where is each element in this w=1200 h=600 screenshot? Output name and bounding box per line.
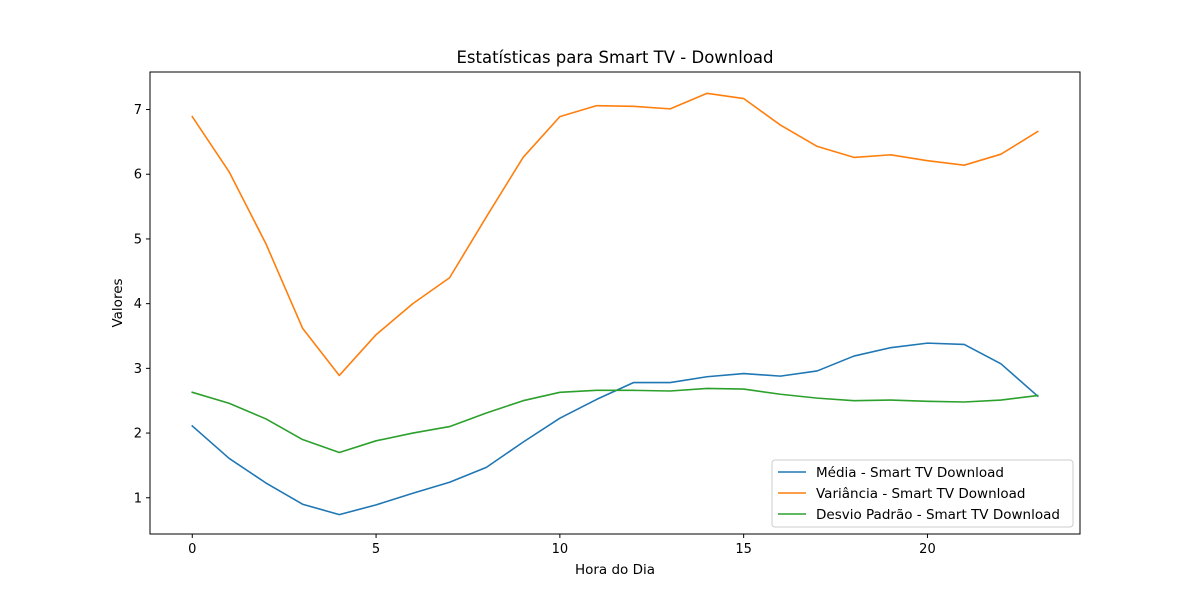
x-tick-label: 20 (919, 542, 936, 557)
x-axis: 0 5 10 15 20 (188, 534, 936, 557)
y-axis: 1 2 3 4 5 6 7 (134, 103, 150, 506)
x-tick-label: 0 (188, 542, 196, 557)
legend: Média - Smart TV Download Variância - Sma… (771, 459, 1074, 528)
legend-label-3: Desvio Padrão - Smart TV Download (816, 507, 1060, 523)
plot-area (191, 92, 1039, 516)
y-tick-label: 2 (134, 427, 142, 442)
legend-box (771, 459, 1074, 528)
y-axis-title: Valores (110, 278, 126, 327)
x-tick-label: 15 (735, 542, 752, 557)
y-tick-label: 5 (134, 232, 142, 247)
x-tick-label: 5 (372, 542, 380, 557)
y-tick-label: 4 (134, 297, 142, 312)
y-tick-label: 1 (134, 491, 142, 506)
chart-title: Estatísticas para Smart TV - Download (456, 48, 773, 67)
y-tick-label: 7 (134, 103, 142, 118)
plot-frame (149, 71, 1081, 535)
series-line-3 (191, 387, 1039, 454)
series-line-2 (191, 92, 1039, 377)
legend-label-2: Variância - Smart TV Download (816, 486, 1026, 502)
x-axis-title: Hora do Dia (575, 562, 655, 578)
y-tick-label: 6 (134, 168, 142, 183)
y-tick-label: 3 (134, 362, 142, 377)
x-tick-label: 10 (552, 542, 569, 557)
legend-label-1: Média - Smart TV Download (816, 465, 1004, 481)
